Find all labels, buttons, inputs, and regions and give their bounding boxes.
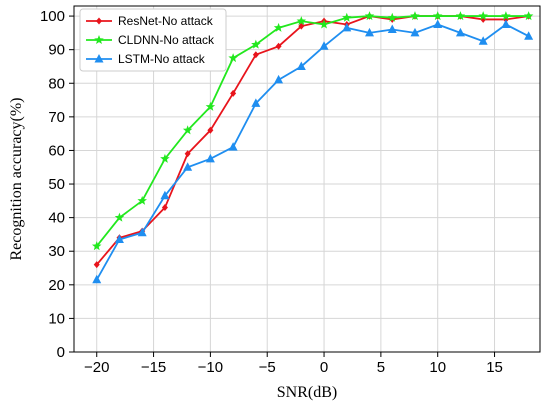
data-point-lstm-no-attack bbox=[342, 22, 352, 32]
data-point-lstm-no-attack bbox=[228, 142, 238, 151]
series-line-cldnn-no-attack bbox=[96, 15, 529, 247]
legend-item-lstm-no-attack: LSTM-No attack bbox=[86, 52, 206, 66]
x-tick-label: 0 bbox=[320, 359, 328, 376]
data-point-cldnn-no-attack bbox=[523, 11, 534, 21]
data-point-cldnn-no-attack bbox=[205, 101, 216, 111]
x-axis-label: SNR(dB) bbox=[277, 384, 337, 401]
data-point-resnet-no-attack bbox=[207, 126, 214, 134]
data-point-lstm-no-attack bbox=[387, 24, 397, 34]
ticks: −20 −15 −10 −5 0 5 10 15 0 10 20 30 40 50 60 70 80 90 100 bbox=[40, 8, 503, 376]
y-tick-label: 40 bbox=[48, 210, 65, 227]
data-point-lstm-no-attack bbox=[319, 41, 329, 50]
x-tick-label: 5 bbox=[377, 359, 385, 376]
y-tick-label: 70 bbox=[48, 109, 65, 126]
data-point-lstm-no-attack bbox=[183, 162, 193, 171]
data-point-lstm-no-attack bbox=[524, 31, 534, 40]
data-point-lstm-no-attack bbox=[114, 234, 124, 243]
data-point-cldnn-no-attack bbox=[319, 19, 329, 29]
x-tick-label: −15 bbox=[141, 359, 166, 376]
series-cldnn-no-attack bbox=[91, 11, 534, 251]
data-point-cldnn-no-attack bbox=[114, 212, 125, 222]
data-point-cldnn-no-attack bbox=[273, 22, 284, 32]
plot-frame bbox=[73, 5, 541, 353]
data-point-cldnn-no-attack bbox=[501, 11, 511, 21]
data-point-resnet-no-attack bbox=[230, 89, 237, 97]
data-point-resnet-no-attack bbox=[93, 261, 100, 269]
data-point-cldnn-no-attack bbox=[228, 53, 238, 63]
data-point-lstm-no-attack bbox=[501, 19, 511, 28]
legend-item-cldnn-no-attack: CLDNN-No attack bbox=[86, 33, 215, 47]
grid bbox=[74, 6, 540, 353]
y-tick-label: 10 bbox=[48, 310, 65, 327]
data-point-cldnn-no-attack bbox=[91, 241, 102, 251]
legend-box bbox=[79, 8, 227, 72]
data-point-lstm-no-attack bbox=[478, 36, 488, 45]
data-point-resnet-no-attack bbox=[161, 204, 168, 212]
data-point-cldnn-no-attack bbox=[387, 12, 397, 22]
data-point-resnet-no-attack bbox=[252, 51, 259, 59]
data-point-lstm-no-attack bbox=[251, 98, 261, 107]
x-tick-label: 15 bbox=[486, 359, 503, 376]
data-point-cldnn-no-attack bbox=[182, 125, 193, 135]
y-tick-label: 0 bbox=[57, 344, 65, 361]
legend-swatch-marker bbox=[96, 17, 102, 25]
data-point-lstm-no-attack bbox=[137, 227, 147, 237]
x-tick-label: −10 bbox=[198, 359, 223, 376]
legend-label: ResNet-No attack bbox=[118, 14, 214, 28]
y-tick-label: 30 bbox=[48, 243, 65, 260]
data-point-lstm-no-attack bbox=[433, 19, 443, 28]
data-point-lstm-no-attack bbox=[365, 27, 375, 37]
data-point-cldnn-no-attack bbox=[251, 39, 261, 49]
data-point-lstm-no-attack bbox=[160, 190, 170, 200]
data-point-cldnn-no-attack bbox=[432, 11, 443, 21]
data-point-lstm-no-attack bbox=[455, 27, 465, 37]
data-point-cldnn-no-attack bbox=[410, 11, 420, 21]
legend: ResNet-No attack CLDNN-No attack LSTM-No a… bbox=[79, 8, 227, 72]
data-point-cldnn-no-attack bbox=[137, 195, 147, 205]
legend-label: LSTM-No attack bbox=[118, 52, 206, 66]
y-tick-label: 80 bbox=[48, 75, 65, 92]
series-line-lstm-no-attack bbox=[95, 23, 530, 281]
data-point-cldnn-no-attack bbox=[455, 11, 466, 21]
legend-label: CLDNN-No attack bbox=[118, 33, 215, 47]
x-tick-label: −5 bbox=[259, 359, 276, 376]
legend-swatch-marker bbox=[94, 35, 104, 45]
series-layer bbox=[91, 11, 534, 284]
legend-swatch-marker bbox=[94, 54, 104, 63]
data-point-lstm-no-attack bbox=[410, 27, 420, 37]
legend-item-resnet-no-attack: ResNet-No attack bbox=[86, 14, 214, 28]
data-point-cldnn-no-attack bbox=[478, 11, 488, 21]
series-lstm-no-attack bbox=[92, 19, 534, 284]
data-point-lstm-no-attack bbox=[92, 274, 102, 284]
data-point-resnet-no-attack bbox=[184, 150, 191, 158]
data-point-resnet-no-attack bbox=[298, 22, 305, 30]
data-point-cldnn-no-attack bbox=[342, 12, 352, 22]
x-tick-label: 10 bbox=[429, 359, 446, 376]
data-point-lstm-no-attack bbox=[205, 153, 215, 163]
data-point-lstm-no-attack bbox=[274, 74, 284, 84]
data-point-lstm-no-attack bbox=[296, 61, 306, 70]
x-tick-label: −20 bbox=[84, 359, 109, 376]
data-point-cldnn-no-attack bbox=[160, 153, 170, 163]
y-axis-label: Recognition accuracy(%) bbox=[8, 97, 25, 260]
y-tick-label: 60 bbox=[48, 142, 65, 159]
data-point-cldnn-no-attack bbox=[364, 11, 375, 21]
y-tick-label: 100 bbox=[40, 8, 65, 25]
y-tick-label: 50 bbox=[48, 176, 65, 193]
data-point-resnet-no-attack bbox=[275, 42, 282, 50]
y-tick-label: 20 bbox=[48, 277, 65, 294]
data-point-cldnn-no-attack bbox=[296, 16, 307, 26]
y-tick-label: 90 bbox=[48, 42, 65, 59]
